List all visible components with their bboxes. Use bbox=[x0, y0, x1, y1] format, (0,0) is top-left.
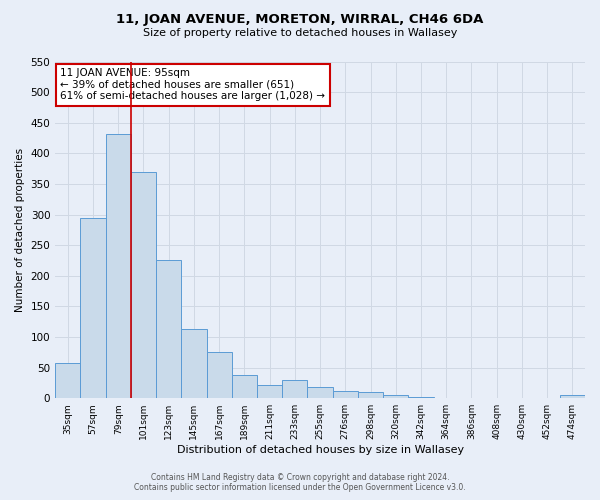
Bar bbox=[560, 395, 585, 398]
Bar bbox=[80, 218, 106, 398]
Bar bbox=[282, 380, 307, 398]
Text: 11 JOAN AVENUE: 95sqm
← 39% of detached houses are smaller (651)
61% of semi-det: 11 JOAN AVENUE: 95sqm ← 39% of detached … bbox=[61, 68, 325, 102]
Bar bbox=[307, 387, 332, 398]
Bar bbox=[232, 375, 257, 398]
Bar bbox=[409, 397, 434, 398]
Text: 11, JOAN AVENUE, MORETON, WIRRAL, CH46 6DA: 11, JOAN AVENUE, MORETON, WIRRAL, CH46 6… bbox=[116, 12, 484, 26]
Text: Size of property relative to detached houses in Wallasey: Size of property relative to detached ho… bbox=[143, 28, 457, 38]
Y-axis label: Number of detached properties: Number of detached properties bbox=[15, 148, 25, 312]
X-axis label: Distribution of detached houses by size in Wallasey: Distribution of detached houses by size … bbox=[176, 445, 464, 455]
Bar bbox=[55, 364, 80, 398]
Bar bbox=[131, 172, 156, 398]
Bar bbox=[358, 392, 383, 398]
Bar bbox=[332, 392, 358, 398]
Bar bbox=[383, 395, 409, 398]
Bar bbox=[106, 134, 131, 398]
Bar bbox=[156, 260, 181, 398]
Bar bbox=[206, 352, 232, 398]
Text: Contains HM Land Registry data © Crown copyright and database right 2024.
Contai: Contains HM Land Registry data © Crown c… bbox=[134, 473, 466, 492]
Bar bbox=[181, 329, 206, 398]
Bar bbox=[257, 386, 282, 398]
